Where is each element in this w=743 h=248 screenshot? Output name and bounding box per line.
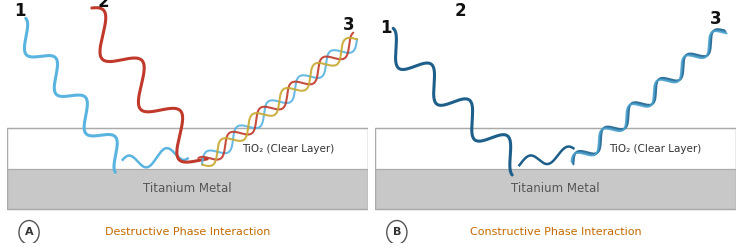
Text: Titanium Metal: Titanium Metal — [143, 182, 232, 195]
Text: TiO₂ (Clear Layer): TiO₂ (Clear Layer) — [241, 144, 334, 154]
Bar — [375, 128, 736, 209]
Text: 2: 2 — [97, 0, 109, 11]
Text: Constructive Phase Interaction: Constructive Phase Interaction — [470, 227, 641, 237]
Text: A: A — [25, 227, 33, 237]
Text: 1: 1 — [15, 1, 26, 20]
Bar — [7, 169, 368, 209]
Text: 1: 1 — [380, 19, 392, 37]
Text: B: B — [392, 227, 401, 237]
Text: 3: 3 — [343, 16, 354, 34]
Bar — [7, 128, 368, 169]
Circle shape — [19, 220, 39, 244]
Circle shape — [387, 220, 407, 244]
Text: 2: 2 — [455, 1, 466, 20]
Text: TiO₂ (Clear Layer): TiO₂ (Clear Layer) — [609, 144, 701, 154]
Bar — [7, 128, 368, 209]
Bar — [375, 128, 736, 169]
Text: Titanium Metal: Titanium Metal — [511, 182, 600, 195]
Text: 3: 3 — [710, 10, 722, 28]
Text: Destructive Phase Interaction: Destructive Phase Interaction — [105, 227, 270, 237]
Bar — [375, 169, 736, 209]
